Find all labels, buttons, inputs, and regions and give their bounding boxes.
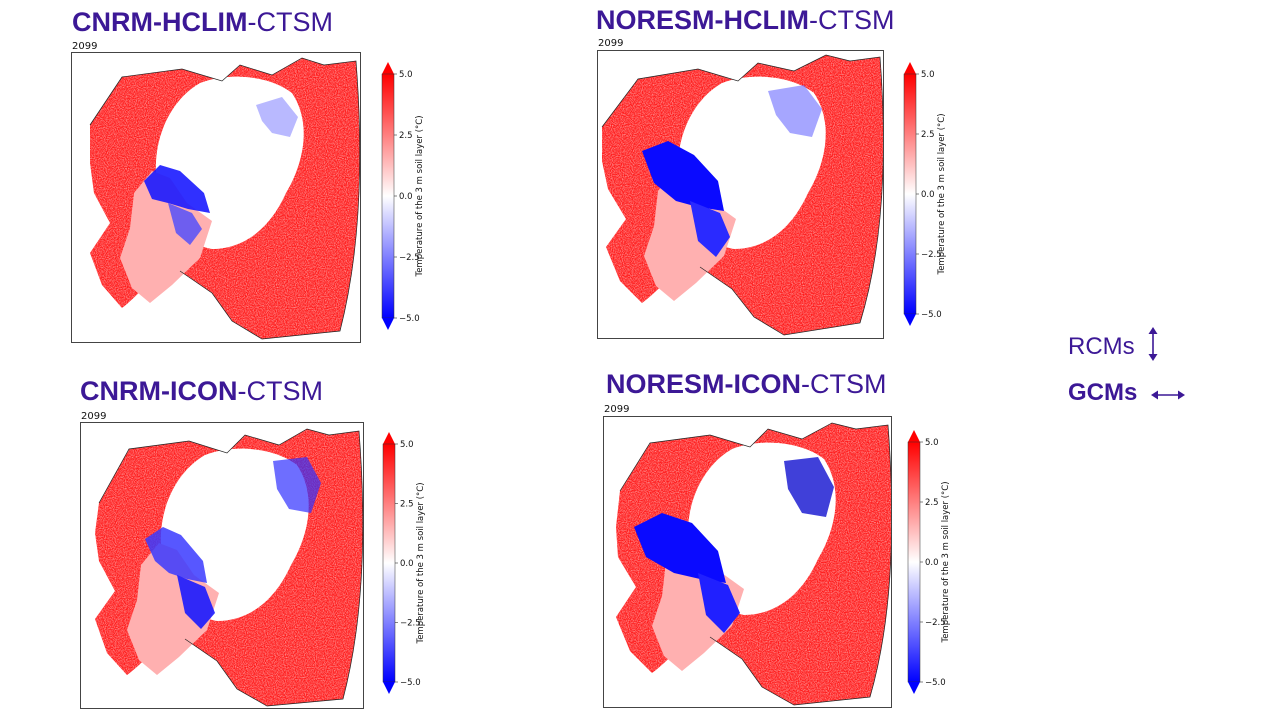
panel-year: 2099 <box>604 404 630 415</box>
panel-title-gcm-rcm: NORESM-HCLIM <box>596 5 809 35</box>
cold-anomaly-patch <box>168 203 202 245</box>
panel-title-gcm-rcm: NORESM-ICON <box>606 369 801 399</box>
colorbar-tick-label: 0.0 <box>399 192 413 202</box>
greenland <box>120 171 212 303</box>
colorbar-ticks: 5.0 2.5 0.0 −2.5 −5.0 <box>394 70 420 324</box>
colorbar: 5.0 2.5 0.0 −2.5 −5.0 Temperature of the 3 m… <box>902 430 972 694</box>
cold-anomaly-siberia <box>784 457 834 517</box>
colorbar-tick-label: −5.0 <box>925 678 946 688</box>
colorbar-ramp <box>907 441 921 683</box>
colorbar-tick-label: 5.0 <box>399 70 413 80</box>
cold-anomaly-siberia <box>256 97 298 137</box>
colorbar-max-extend <box>382 62 394 74</box>
colorbar-min-extend <box>382 318 394 330</box>
model-domain-overlay <box>601 54 883 336</box>
panel-title: NORESM-ICON-CTSM <box>606 368 886 400</box>
colorbar-ticks: 5.0 2.5 0.0 −2.5 −5.0 <box>916 70 942 320</box>
cold-anomaly-archipelago <box>145 527 207 583</box>
colorbar-tick-label: −5.0 <box>399 314 420 324</box>
panel-title-gcm-rcm: CNRM-HCLIM <box>72 7 248 37</box>
soil-temperature-map <box>603 416 892 708</box>
model-domain-overlay <box>89 57 360 340</box>
colorbar-ramp <box>903 73 917 315</box>
cold-anomaly-archipelago <box>634 513 726 583</box>
cold-anomaly-siberia <box>273 457 321 513</box>
greenland <box>127 543 219 675</box>
colorbar-tick-label: −2.5 <box>921 250 942 260</box>
horizontal-double-arrow-icon <box>1150 380 1186 408</box>
colorbar-tick-label: 2.5 <box>399 131 413 141</box>
panel-title-gcm-rcm: CNRM-ICON <box>80 376 238 406</box>
coastline <box>601 54 883 336</box>
colorbar: 5.0 2.5 0.0 −2.5 −5.0 Temperature of the 3 m… <box>377 432 447 694</box>
model-domain-overlay <box>95 428 363 707</box>
panel-year: 2099 <box>81 411 107 422</box>
colorbar-tick-label: 2.5 <box>925 498 939 508</box>
colorbar-tick-label: 0.0 <box>400 559 414 569</box>
cold-anomaly-patch <box>177 575 215 629</box>
colorbar-tick-label: 5.0 <box>400 440 414 450</box>
soil-temperature-map <box>80 422 364 709</box>
panel-title-land-model: -CTSM <box>801 369 887 399</box>
panel-title-land-model: -CTSM <box>247 7 333 37</box>
colorbar-tick-label: −5.0 <box>400 678 421 688</box>
colorbar-min-extend <box>904 314 916 326</box>
coastline <box>98 428 363 707</box>
cold-anomaly-patch <box>698 573 740 633</box>
coastline <box>619 422 891 706</box>
colorbar-tick-label: 0.0 <box>921 190 935 200</box>
cold-anomaly-archipelago <box>144 165 210 213</box>
cold-anomaly-archipelago <box>642 141 724 211</box>
panel-title: NORESM-HCLIM-CTSM <box>596 4 894 36</box>
colorbar-tick-label: −2.5 <box>400 619 421 629</box>
panel-title-land-model: -CTSM <box>237 376 323 406</box>
soil-temperature-map <box>71 52 361 343</box>
colorbar-label: Temperature of the 3 m soil layer (°C) <box>415 115 425 277</box>
legend-rcms: RCMs <box>1068 326 1159 369</box>
colorbar-max-extend <box>908 430 920 442</box>
cold-anomaly-siberia <box>768 85 822 137</box>
colorbar-tick-label: 0.0 <box>925 558 939 568</box>
colorbar-max-extend <box>904 62 916 74</box>
colorbar-tick-label: 5.0 <box>925 438 939 448</box>
legend-rcms-label: RCMs <box>1068 332 1135 360</box>
colorbar-min-extend <box>908 682 920 694</box>
legend-gcms-label: GCMs <box>1068 379 1138 406</box>
colorbar-label: Temperature of the 3 m soil layer (°C) <box>416 482 426 644</box>
colorbar-ramp <box>382 443 396 683</box>
colorbar-tick-label: −2.5 <box>925 618 946 628</box>
colorbar-ticks: 5.0 2.5 0.0 −2.5 −5.0 <box>920 438 946 688</box>
colorbar-tick-label: 2.5 <box>400 500 414 510</box>
panel-year: 2099 <box>598 38 624 49</box>
colorbar-tick-label: −5.0 <box>921 310 942 320</box>
colorbar-ticks: 5.0 2.5 0.0 −2.5 −5.0 <box>395 440 421 688</box>
colorbar-label: Temperature of the 3 m soil layer (°C) <box>941 481 951 643</box>
model-domain-overlay <box>616 422 891 706</box>
colorbar-ramp <box>381 73 395 319</box>
legend-gcms: GCMs <box>1068 379 1186 408</box>
vertical-double-arrow-icon <box>1147 326 1159 369</box>
coastline <box>89 57 360 340</box>
panel-title: CNRM-HCLIM-CTSM <box>72 6 333 38</box>
greenland <box>644 169 736 301</box>
colorbar-label: Temperature of the 3 m soil layer (°C) <box>937 113 947 275</box>
colorbar-max-extend <box>383 432 395 444</box>
colorbar-tick-label: 5.0 <box>921 70 935 80</box>
colorbar: 5.0 2.5 0.0 −2.5 −5.0 Temperature of the 3 m… <box>376 62 446 330</box>
colorbar-tick-label: −2.5 <box>399 253 420 263</box>
panel-year: 2099 <box>72 41 98 52</box>
panel-title-land-model: -CTSM <box>808 5 895 35</box>
colorbar-min-extend <box>383 682 395 694</box>
colorbar-tick-label: 2.5 <box>921 130 935 140</box>
panel-title: CNRM-ICON-CTSM <box>80 375 323 407</box>
colorbar: 5.0 2.5 0.0 −2.5 −5.0 Temperature of the 3 m… <box>898 62 968 326</box>
soil-temperature-map <box>597 50 884 339</box>
cold-anomaly-patch <box>690 201 730 257</box>
